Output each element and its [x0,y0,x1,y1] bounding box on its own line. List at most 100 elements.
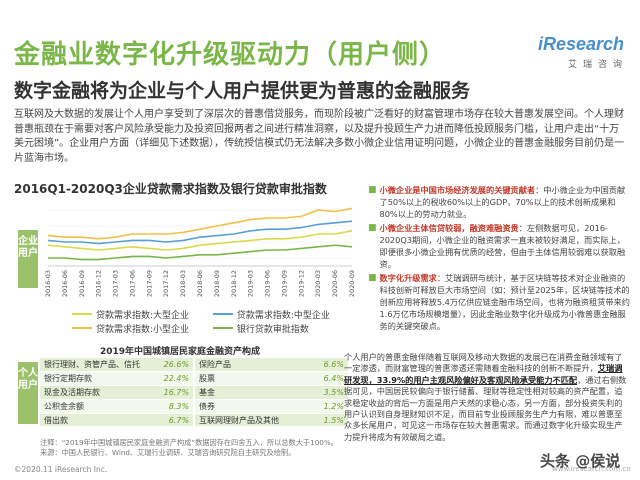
table-cell-name: 银行理财、资管产品、信托 [40,358,152,373]
x-tick-label: 2019-03 [247,270,255,297]
table-title: 2019年中国城镇居民家庭金融资产构成 [100,347,261,357]
legend-label-large: 贷款需求指数:大型企业 [96,310,190,321]
x-tick-label: 2020-03 [314,270,322,297]
note-body: ：左侧数据可见，2016-2020Q3期间，小微企业的融资需求一直未被较好满足，… [379,223,626,269]
table-cell-value: 1.2% [306,399,348,414]
x-tick-label: 2016-09 [78,270,86,297]
table-row: 借出款 6.7% 互联网理财产品及其他 1.5% [40,413,348,428]
website-url: www.iresearch.com.cn [552,465,631,473]
table-row: 银行定期存款 22.4% 股票 6.4% [40,371,348,387]
table-cell-value: 3.5% [306,385,348,400]
logo-english: iResearch [538,34,625,54]
legend-swatch-medium [212,313,233,315]
note-heading: 小微企业是中国市场经济发展的关键贡献者 [379,185,536,195]
table-cell-name: 基金 [195,385,307,400]
asset-composition-table: 银行理财、资管产品、信托 26.6% 保险产品 6.6% 银行定期存款 22.4… [40,358,348,428]
logo-chinese: 艾瑞咨询 [568,60,629,70]
x-tick-label: 2016-03 [44,270,52,297]
x-tick-label: 2016-12 [95,270,103,297]
table-gap [193,413,196,428]
personal-text-highlight: 艾瑞调研发现，33.9%的用户主观风险偏好及客观风险承受能力不匹配 [344,363,623,385]
note-item: ■ 数字化升级需求：艾瑞调研与统计，基于区块链等技术对企业融资的科技创新可释放巨大… [368,272,630,332]
note-heading: 小微企业主体信贷较弱，融资难融资贵 [379,223,519,233]
legend-item-large: 贷款需求指数:大型企业 [72,307,210,321]
x-tick-label: 2018-03 [179,270,187,297]
table-cell-name: 债券 [195,399,307,414]
table-gap [193,358,196,373]
note-text: 小微企业是中国市场经济发展的关键贡献者：中小微企业为中国贡献了50%以上的税收6… [380,184,630,220]
legend-label-approval: 银行贷款审批指数 [236,324,309,335]
bullet-icon: ■ [368,273,377,283]
x-tick-label: 2019-06 [264,270,272,297]
x-tick-label: 2018-09 [213,270,221,297]
x-tick-label: 2017-12 [162,270,170,297]
line-chart: 2016-03 2016-06 2016-09 2016-12 2017-03 2017-… [44,207,356,297]
chart-grid [48,209,352,267]
table-cell-name: 银行定期存款 [40,371,152,387]
right-notes: ■ 小微企业是中国市场经济发展的关键贡献者：中小微企业为中国贡献了50%以上的税收… [368,184,630,334]
table-cell-name: 保险产品 [195,358,307,373]
table-cell-name: 现金及活期存款 [40,385,152,400]
table-gap [193,385,196,400]
x-tick-label: 2017-09 [145,270,153,297]
table-cell-name: 互联网理财产品及其他 [195,413,307,428]
x-tick-label: 2020-09 [348,270,356,297]
series-line-0 [47,230,353,251]
table-cell-value: 26.6% [151,358,194,373]
note-body: ：中小微企业为中国贡献了50%以上的税收60%以上的GDP，70%以上的技术创新… [379,185,626,219]
table-cell-value: 8.3% [151,399,194,414]
note-heading: 数字化升级需求 [379,273,437,283]
note-text: 数字化升级需求：艾瑞调研与统计，基于区块链等技术对企业融资的科技创新可释放巨大市… [380,272,630,332]
legend-item-small: 贷款需求指数:小型企业 [72,321,210,335]
table-cell-value: 22.4% [151,371,194,387]
side-label-personal: 个人用户 [18,362,38,424]
chart-title: 2016Q1-2020Q3企业贷款需求指数及银行贷款审批指数 [14,182,327,196]
bullet-icon: ■ [368,223,377,233]
x-tick-label: 2017-06 [128,270,136,297]
table-cell-value: 6.7% [151,413,194,428]
table-cell-value: 16.7% [151,385,194,400]
x-tick-label: 2019-12 [297,270,305,297]
x-tick-label: 2018-12 [230,270,238,297]
legend-label-medium: 贷款需求指数:中型企业 [236,310,330,321]
table-cell-name: 公积金余额 [40,399,152,414]
x-tick-label: 2019-09 [280,270,288,297]
iresearch-logo: iResearch 艾瑞咨询 [538,34,630,70]
copyright: ©2020.11 iResearch Inc. [14,465,108,474]
legend-item-medium: 贷款需求指数:中型企业 [212,307,351,321]
x-tick-label: 2020-06 [331,270,339,297]
table-row: 公积金余额 8.3% 债券 1.2% [40,399,348,414]
intro-paragraph: 互联网及大数据的发展让个人用户享受到了深层次的普惠借贷服务，而现阶段被广泛看好的… [14,109,625,164]
table-cell-value: 6.4% [306,371,348,387]
chart-lines [47,207,353,261]
watermark: 头条 @侯说 [540,452,621,470]
table-gap [193,371,196,387]
legend-swatch-small [72,327,92,329]
legend-item-approval: 银行贷款审批指数 [212,321,351,335]
table-row: 银行理财、资管产品、信托 26.6% 保险产品 6.6% [40,358,348,373]
legend-swatch-large [72,313,92,315]
chart-legend: 贷款需求指数:大型企业 贷款需求指数:中型企业 贷款需求指数:小型企业 银行贷款… [72,307,352,335]
series-line-3 [48,244,353,261]
table-cell-value: 1.5% [306,413,348,428]
legend-swatch-approval [212,327,233,329]
note-item: ■ 小微企业主体信贷较弱，融资难融资贵：左侧数据可见，2016-2020Q3期间，… [368,222,630,270]
note-text: 小微企业主体信贷较弱，融资难融资贵：左侧数据可见，2016-2020Q3期间，小… [380,222,630,270]
page-subtitle: 数字金融将为企业与个人用户提供更为普惠的金融服务 [14,80,471,102]
table-cell-value: 6.6% [306,358,348,373]
series-line-2 [47,207,353,240]
x-tick-label: 2018-06 [196,270,204,297]
side-label-corporate: 企业用户 [18,230,38,288]
note-item: ■ 小微企业是中国市场经济发展的关键贡献者：中小微企业为中国贡献了50%以上的税收… [368,184,630,220]
x-tick-label: 2017-03 [112,270,120,297]
bullet-icon: ■ [368,185,377,195]
legend-label-small: 贷款需求指数:小型企业 [96,324,190,335]
personal-text-after: ，通过右侧数据可见，中国居民较偏向于银行储蓄、理财等稳定性相对较高的资产配置，追… [344,374,627,442]
page-title: 金融业数字化升级驱动力（用户侧） [14,40,447,70]
footnote: 注释：“2019年中国城镇居民家庭金融资产构成”数据因存在四舍五入，所以总数大于… [40,438,338,457]
table-row: 现金及活期存款 16.7% 基金 3.5% [40,385,348,400]
table-cell-name: 股票 [195,371,307,387]
table-gap [193,399,196,414]
personal-users-paragraph: 个人用户的普惠金融伴随着互联网及移动大数据的发展已在消费金融领域有了一定渗透，而… [344,352,630,443]
personal-text-before: 个人用户的普惠金融伴随着互联网及移动大数据的发展已在消费金融领域有了一定渗透，而… [344,352,623,374]
